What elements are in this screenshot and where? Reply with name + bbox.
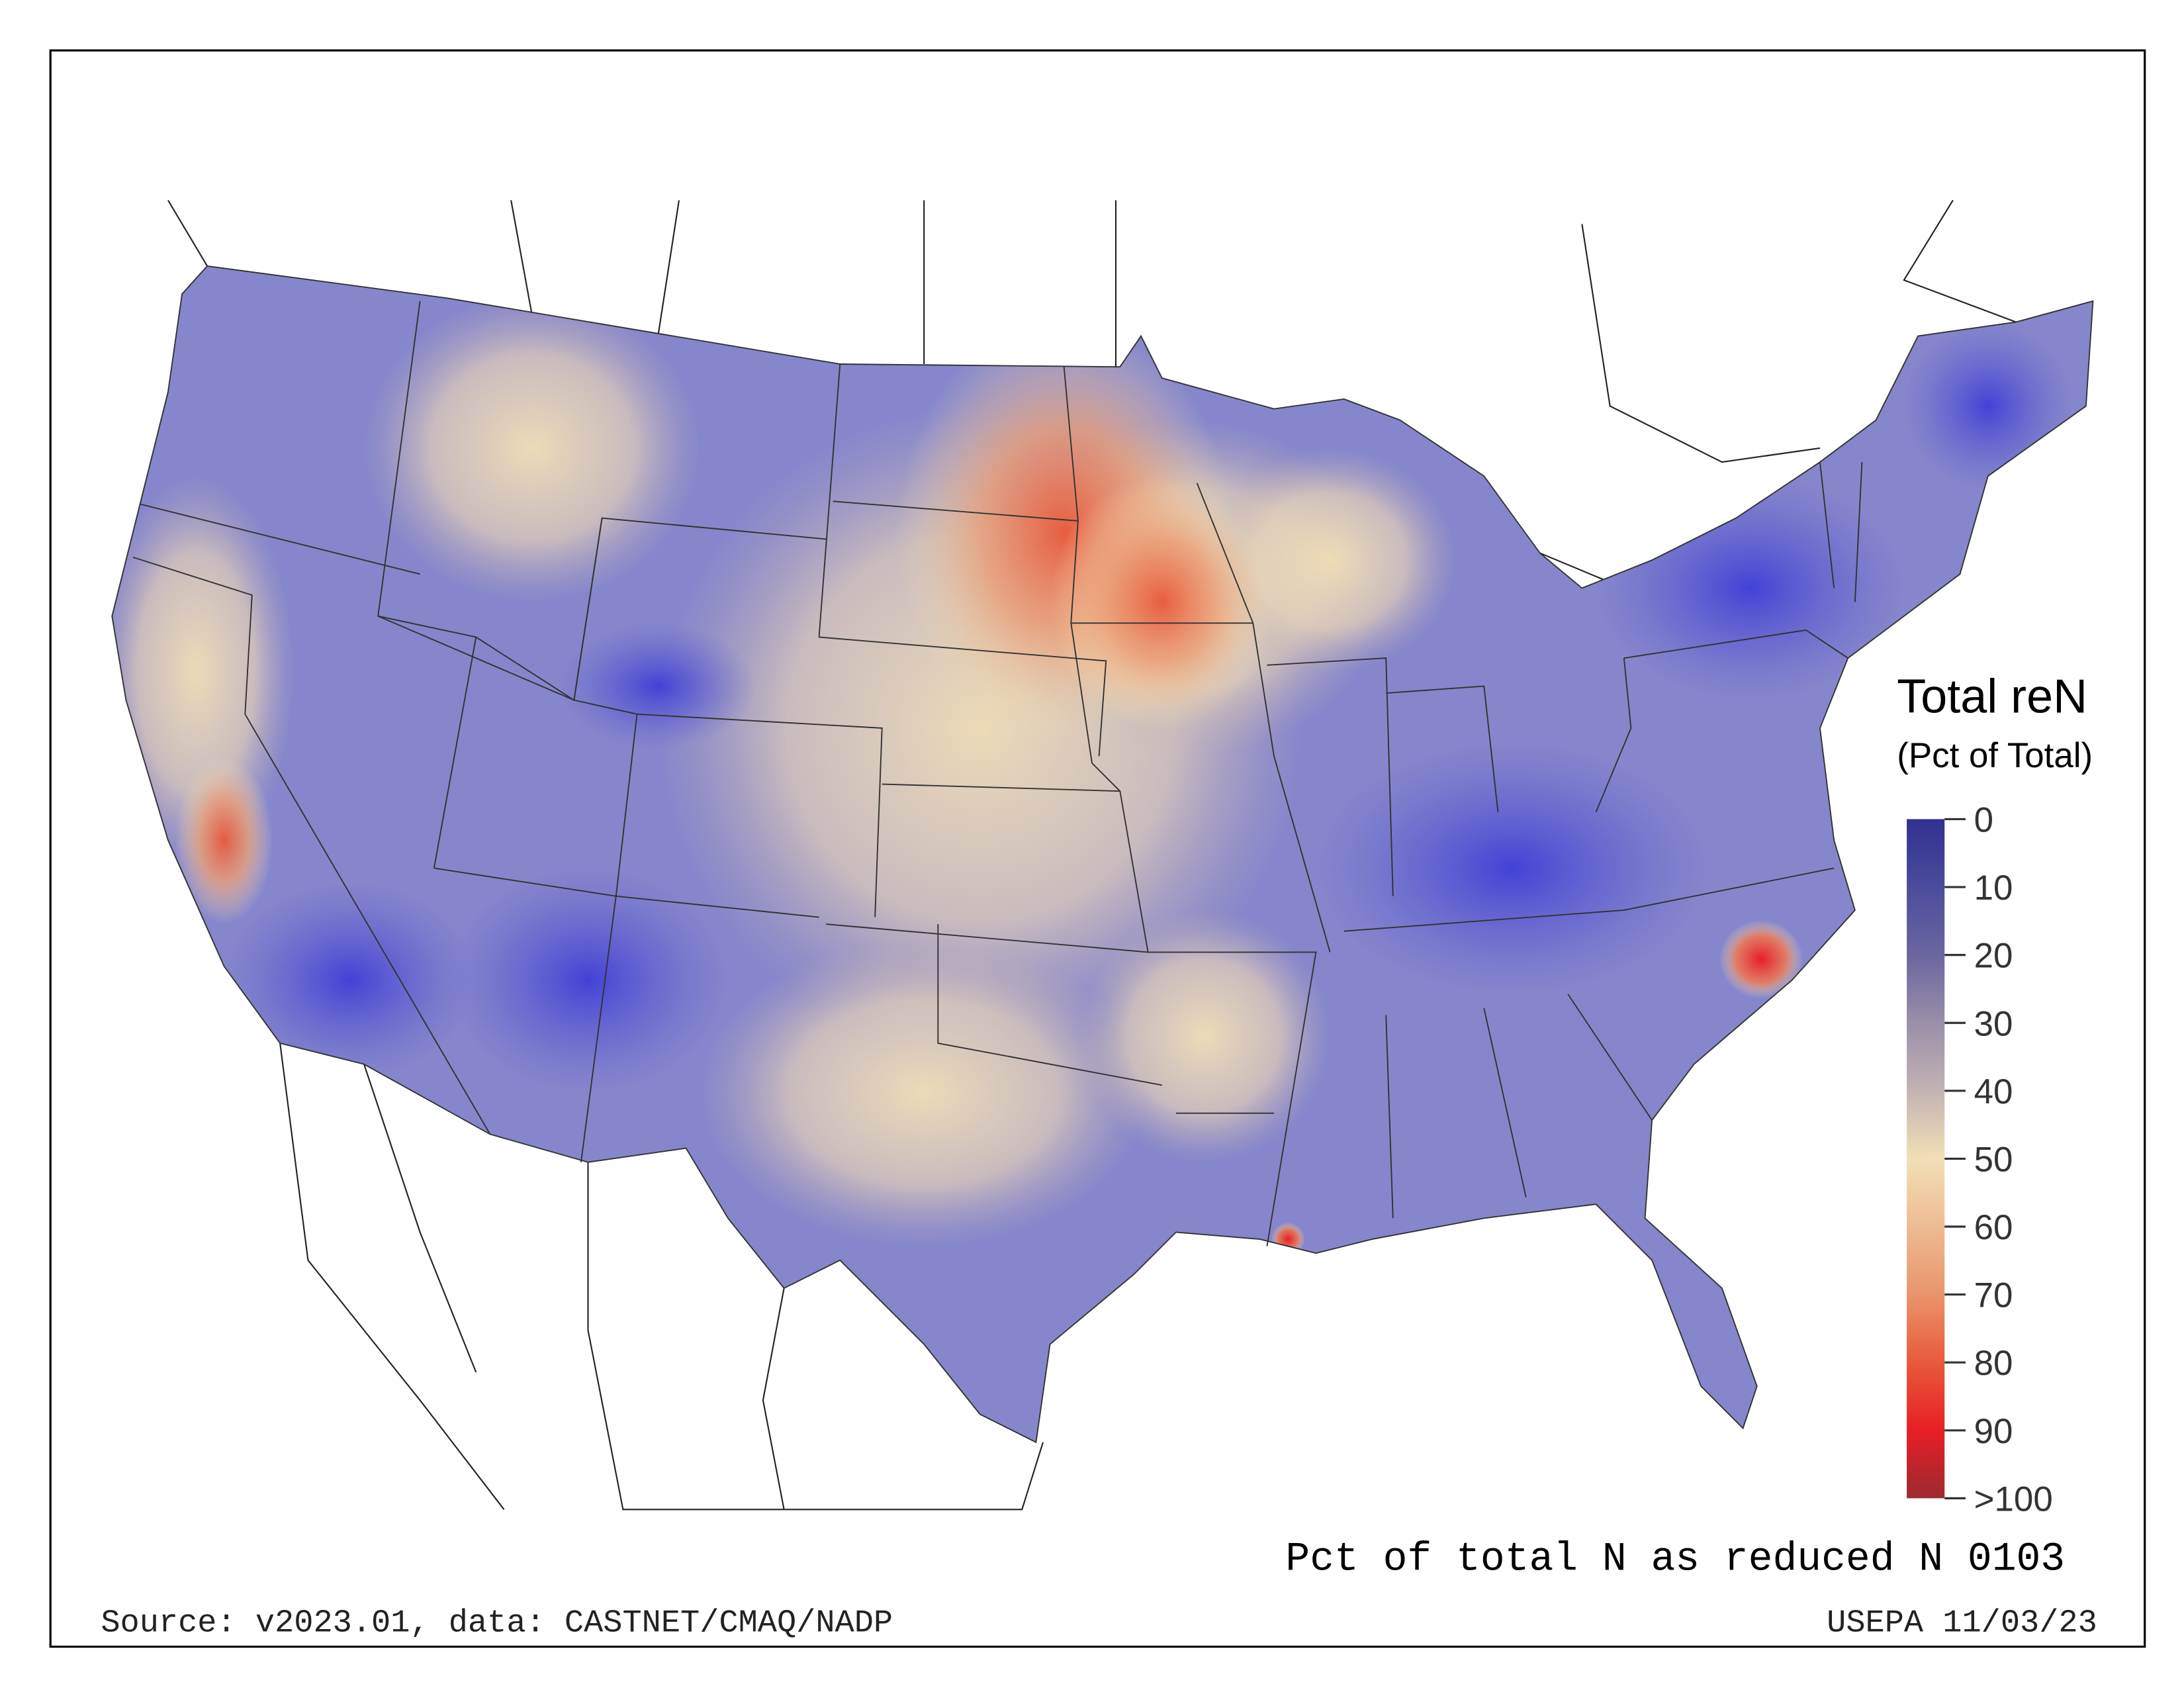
map-caption: Pct of total N as reduced N 0103 bbox=[1285, 1536, 2065, 1582]
color-legend: Total reN (Pct of Total) 0 10 20 30 40 50 60 70… bbox=[1897, 671, 2093, 1519]
neighbor-borders bbox=[167, 199, 2017, 1511]
legend-tick-label: 90 bbox=[1974, 1412, 2013, 1451]
legend-tick-label: 10 bbox=[1974, 868, 2013, 908]
legend-tick-label: 20 bbox=[1974, 937, 2013, 976]
legend-tick-label: 40 bbox=[1974, 1072, 2013, 1111]
legend-tick-label: 50 bbox=[1974, 1140, 2013, 1179]
state-borders bbox=[111, 265, 2094, 1443]
credit-date: USEPA 11/03/23 bbox=[1827, 1604, 2097, 1641]
legend-tick-label: 60 bbox=[1974, 1208, 2013, 1247]
legend-tick-label: 80 bbox=[1974, 1344, 2013, 1383]
legend-title: Total reN bbox=[1897, 671, 2087, 724]
source-note: Source: v2023.01, data: CASTNET/CMAQ/NAD… bbox=[101, 1604, 893, 1641]
color-bar bbox=[1907, 819, 1945, 1499]
legend-tick-label: >100 bbox=[1974, 1479, 2053, 1519]
legend-subtitle: (Pct of Total) bbox=[1897, 736, 2093, 775]
legend-tick-label: 30 bbox=[1974, 1004, 2013, 1043]
legend-tick-label: 0 bbox=[1974, 800, 1993, 839]
legend-tick-label: 70 bbox=[1974, 1276, 2013, 1315]
